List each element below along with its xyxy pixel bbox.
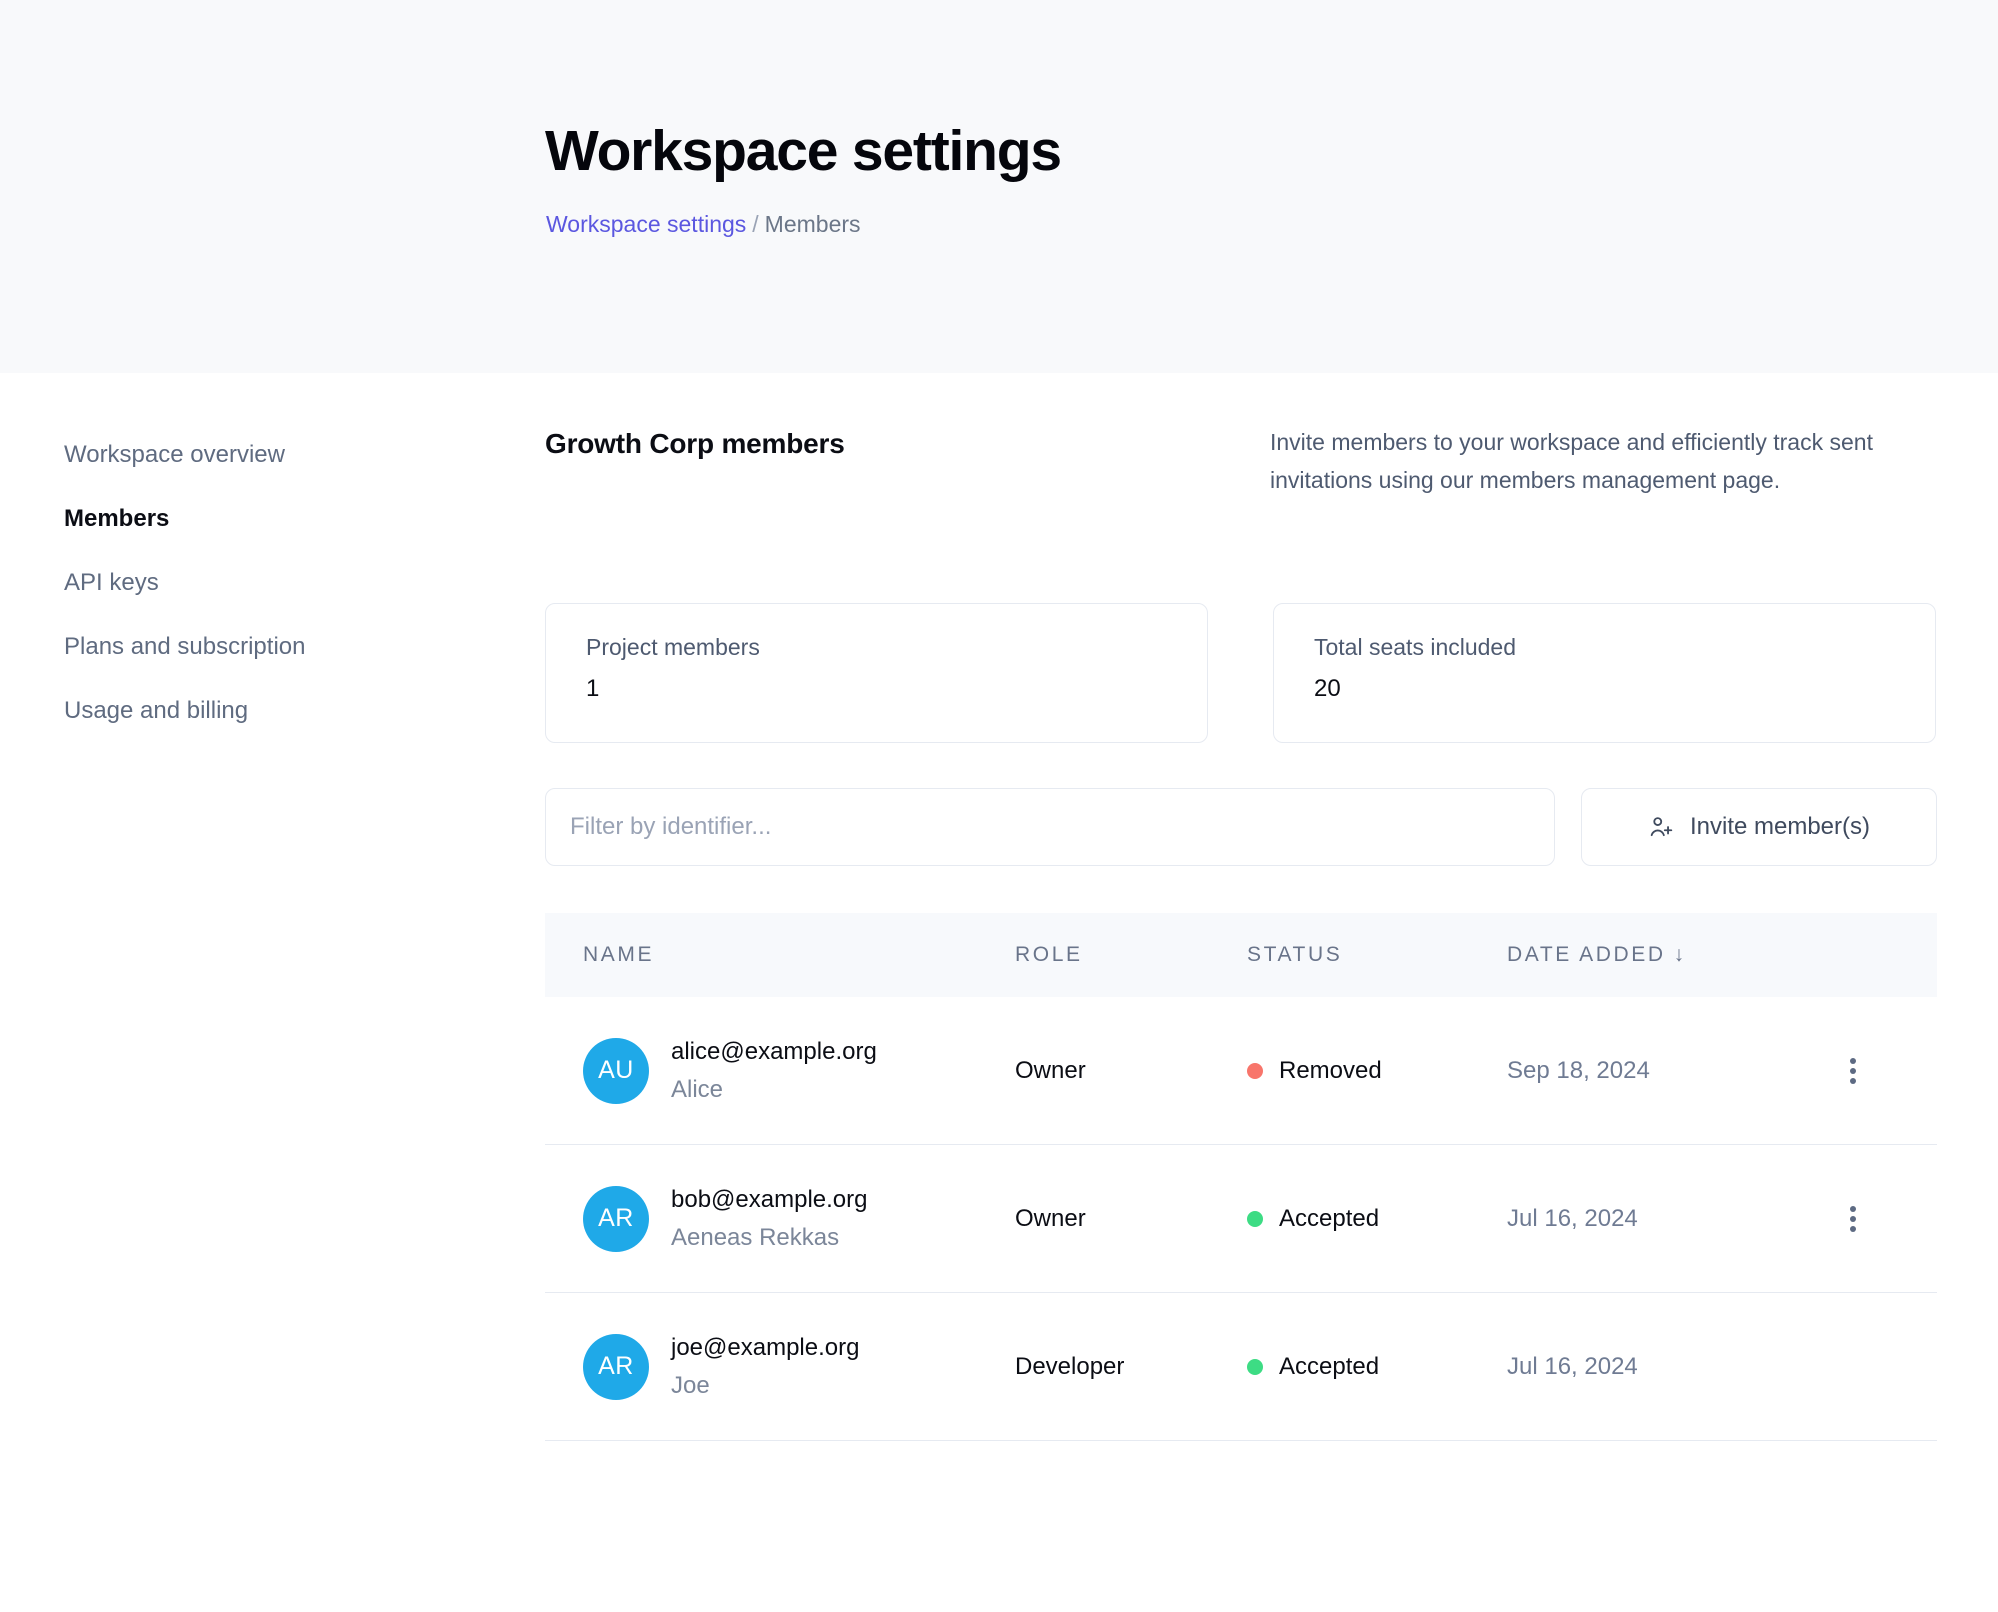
member-status-cell: Accepted	[1247, 1353, 1507, 1381]
member-role: Owner	[1015, 1204, 1086, 1232]
user-plus-icon	[1648, 814, 1674, 840]
stat-card-project-members: Project members 1	[545, 603, 1208, 743]
sidebar-item-plans-and-subscription[interactable]: Plans and subscription	[64, 633, 306, 660]
member-status-cell: Removed	[1247, 1057, 1507, 1085]
row-actions-menu-icon[interactable]	[1836, 1202, 1870, 1236]
filter-and-invite-row: Invite member(s)	[545, 788, 1937, 866]
member-role-cell: Developer	[1015, 1353, 1247, 1381]
member-name-cell: AR joe@example.org Joe	[545, 1333, 1015, 1400]
member-identity: alice@example.org Alice	[671, 1037, 877, 1103]
sidebar-item-usage-and-billing[interactable]: Usage and billing	[64, 697, 249, 724]
member-role: Developer	[1015, 1352, 1125, 1380]
member-date-cell: Jul 16, 2024	[1507, 1353, 1807, 1381]
row-actions-menu-icon[interactable]	[1836, 1054, 1870, 1088]
invite-members-button-label: Invite member(s)	[1689, 813, 1871, 840]
stat-card-total-seats-included: Total seats included 20	[1273, 603, 1936, 743]
sidebar-item-members[interactable]: Members	[64, 505, 170, 532]
stat-label-total-seats-included: Total seats included	[1314, 634, 1517, 660]
member-role-cell: Owner	[1015, 1057, 1247, 1085]
member-name-cell: AR bob@example.org Aeneas Rekkas	[545, 1185, 1015, 1252]
breadcrumb-current-members: Members	[764, 211, 861, 237]
column-header-status[interactable]: STATUS	[1247, 943, 1343, 966]
status-dot-icon	[1247, 1210, 1263, 1227]
member-status-cell: Accepted	[1247, 1205, 1507, 1233]
member-identity: bob@example.org Aeneas Rekkas	[671, 1185, 868, 1251]
member-email: bob@example.org	[671, 1185, 868, 1213]
table-row[interactable]: AR bob@example.org Aeneas Rekkas Owner A…	[545, 1145, 1937, 1293]
sort-descending-icon: ↓	[1673, 943, 1687, 966]
members-table: NAME ROLE STATUS DATE ADDED ↓ AU alice@ex…	[545, 913, 1937, 1441]
table-header-row: NAME ROLE STATUS DATE ADDED ↓	[545, 913, 1937, 997]
invite-members-button[interactable]: Invite member(s)	[1581, 788, 1937, 866]
member-actions-cell	[1807, 1054, 1899, 1088]
breadcrumb-separator: /	[752, 211, 759, 237]
avatar: AR	[583, 1333, 649, 1400]
column-header-name[interactable]: NAME	[583, 943, 655, 966]
member-date-added: Jul 16, 2024	[1507, 1352, 1638, 1380]
filter-input[interactable]	[545, 788, 1555, 866]
member-date-added: Jul 16, 2024	[1507, 1204, 1638, 1232]
member-date-cell: Jul 16, 2024	[1507, 1205, 1807, 1233]
member-actions-cell	[1807, 1350, 1899, 1384]
section-header: Growth Corp members Invite members to yo…	[545, 373, 1937, 513]
status-badge: Removed	[1279, 1056, 1382, 1084]
member-role-cell: Owner	[1015, 1205, 1247, 1233]
status-dot-icon	[1247, 1358, 1263, 1375]
member-email: alice@example.org	[671, 1037, 877, 1065]
member-date-cell: Sep 18, 2024	[1507, 1057, 1807, 1085]
page-header-banner: Workspace settings Workspace settings / Me…	[0, 0, 1998, 373]
member-display-name: Aeneas Rekkas	[671, 1223, 840, 1251]
member-display-name: Joe	[671, 1371, 710, 1399]
avatar: AR	[583, 1185, 649, 1252]
member-actions-cell	[1807, 1202, 1899, 1236]
table-row[interactable]: AU alice@example.org Alice Owner Removed	[545, 997, 1937, 1145]
members-main-panel: Growth Corp members Invite members to yo…	[545, 373, 1937, 1441]
member-name-cell: AU alice@example.org Alice	[545, 1037, 1015, 1104]
avatar: AU	[583, 1037, 649, 1104]
breadcrumb-link-workspace-settings[interactable]: Workspace settings	[546, 211, 747, 237]
column-header-role[interactable]: ROLE	[1015, 943, 1083, 966]
section-title: Growth Corp members	[545, 428, 845, 459]
sidebar-item-api-keys[interactable]: API keys	[64, 569, 159, 596]
stat-card-row: Project members 1 Total seats included 2…	[545, 603, 1937, 743]
member-role: Owner	[1015, 1056, 1086, 1084]
table-row[interactable]: AR joe@example.org Joe Developer Accepte…	[545, 1293, 1937, 1441]
column-header-date-added[interactable]: DATE ADDED ↓	[1507, 943, 1687, 966]
section-description: Invite members to your workspace and eff…	[1270, 429, 1873, 493]
member-email: joe@example.org	[671, 1333, 860, 1361]
member-display-name: Alice	[671, 1075, 724, 1103]
stat-label-project-members: Project members	[586, 634, 760, 660]
status-badge: Accepted	[1279, 1352, 1380, 1380]
breadcrumb: Workspace settings / Members	[546, 213, 861, 236]
status-dot-icon	[1247, 1062, 1263, 1079]
stat-value-total-seats-included: 20	[1314, 675, 1341, 702]
page-title: Workspace settings	[545, 119, 1062, 183]
sidebar-item-workspace-overview[interactable]: Workspace overview	[64, 441, 285, 468]
member-date-added: Sep 18, 2024	[1507, 1056, 1650, 1084]
member-identity: joe@example.org Joe	[671, 1333, 860, 1399]
settings-sidebar: Workspace overview Members API keys Plan…	[64, 443, 484, 763]
status-badge: Accepted	[1279, 1204, 1380, 1232]
stat-value-project-members: 1	[586, 675, 600, 702]
